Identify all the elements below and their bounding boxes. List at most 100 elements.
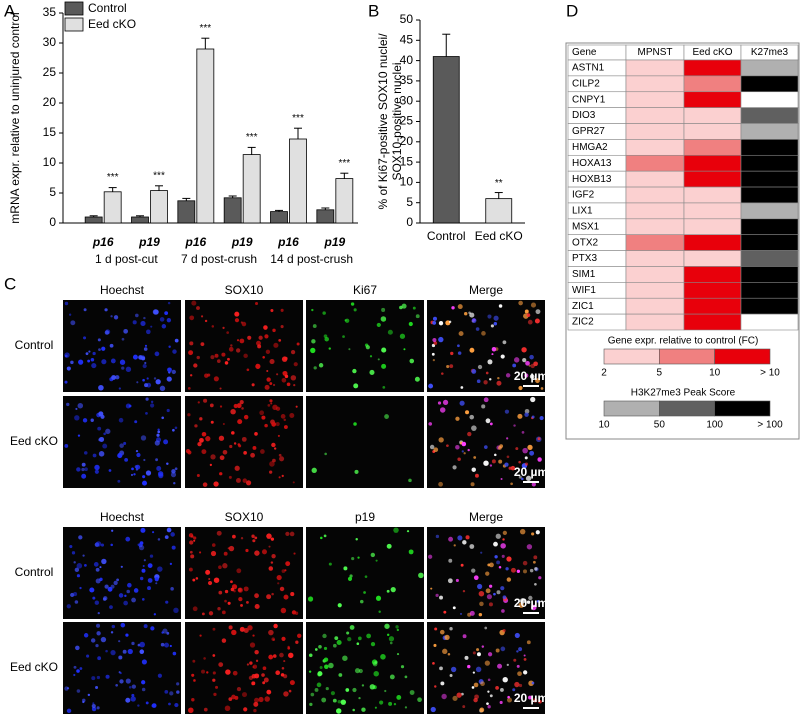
nucleus xyxy=(236,403,242,409)
nucleus xyxy=(334,636,339,641)
nucleus xyxy=(251,534,255,538)
nucleus xyxy=(230,587,235,592)
nucleus xyxy=(272,654,277,658)
nucleus xyxy=(534,318,540,324)
y-tick-label: 20 xyxy=(400,134,414,148)
nucleus xyxy=(157,428,160,431)
nucleus xyxy=(502,340,507,345)
nucleus xyxy=(96,631,101,636)
nucleus xyxy=(261,415,266,420)
nucleus xyxy=(130,696,136,702)
nucleus xyxy=(316,682,322,688)
nucleus xyxy=(162,628,168,634)
nucleus xyxy=(522,357,527,363)
nucleus xyxy=(386,589,390,593)
nucleus xyxy=(278,453,282,457)
y-axis-label: mRNA expr. relative to uninjured control xyxy=(8,12,22,223)
nucleus xyxy=(125,633,129,637)
nucleus xyxy=(73,665,77,669)
nucleus xyxy=(471,467,476,472)
nucleus xyxy=(500,586,505,591)
y-tick-label: 40 xyxy=(400,53,414,67)
nucleus xyxy=(265,349,271,354)
nucleus xyxy=(199,634,202,637)
nucleus xyxy=(254,550,260,556)
nucleus xyxy=(269,399,273,403)
nucleus xyxy=(91,362,97,369)
nucleus xyxy=(222,422,225,425)
nucleus xyxy=(189,550,193,554)
nucleus xyxy=(279,652,284,658)
nucleus xyxy=(475,666,482,673)
micrograph xyxy=(306,300,424,392)
x-tick-label: Eed cKO xyxy=(475,229,523,243)
nucleus xyxy=(536,600,540,603)
nucleus xyxy=(224,589,229,594)
nucleus xyxy=(196,355,200,360)
nucleus xyxy=(167,301,171,305)
nucleus xyxy=(296,342,300,346)
nucleus xyxy=(197,441,202,447)
nucleus xyxy=(142,480,148,486)
nucleus xyxy=(534,567,538,571)
nucleus xyxy=(364,575,368,578)
nucleus xyxy=(147,563,153,569)
nucleus xyxy=(150,626,155,631)
nucleus xyxy=(240,537,244,540)
nucleus xyxy=(481,404,486,409)
nucleus xyxy=(310,347,316,354)
nucleus xyxy=(435,593,439,598)
nucleus xyxy=(439,407,446,413)
nucleus xyxy=(258,696,264,703)
nucleus xyxy=(529,374,535,379)
nucleus xyxy=(153,613,157,616)
nucleus xyxy=(455,445,460,450)
gene-name: CNPY1 xyxy=(572,94,606,105)
nucleus xyxy=(489,378,492,381)
nucleus xyxy=(501,609,505,613)
nucleus xyxy=(258,335,263,340)
nucleus xyxy=(531,681,535,685)
heatmap-cell xyxy=(625,123,685,140)
nucleus xyxy=(252,665,255,669)
nucleus xyxy=(82,698,86,703)
nucleus xyxy=(122,649,127,654)
nucleus xyxy=(532,560,536,564)
nucleus xyxy=(200,315,204,318)
panel-label: D xyxy=(566,1,578,20)
nucleus xyxy=(487,705,491,709)
nucleus xyxy=(493,541,498,547)
nucleus xyxy=(255,363,259,367)
nucleus xyxy=(457,344,460,348)
nucleus xyxy=(380,654,386,660)
nucleus xyxy=(412,306,416,310)
nucleus xyxy=(439,595,443,600)
nucleus xyxy=(169,644,172,648)
nucleus xyxy=(121,366,125,370)
nucleus xyxy=(280,414,286,419)
nucleus xyxy=(428,383,434,389)
error-bar xyxy=(494,192,503,199)
nucleus xyxy=(311,308,314,312)
nucleus xyxy=(524,462,529,466)
nucleus xyxy=(172,651,177,656)
nucleus xyxy=(293,362,298,367)
nucleus xyxy=(504,409,510,414)
micrograph xyxy=(63,527,181,619)
nucleus xyxy=(263,325,268,330)
scale-bar-label: 20 µm xyxy=(514,691,548,705)
nucleus xyxy=(522,560,528,566)
nucleus xyxy=(462,589,466,593)
nucleus xyxy=(284,374,289,379)
nucleus xyxy=(102,597,107,601)
nucleus xyxy=(295,640,299,644)
x-tick-label: p16 xyxy=(184,235,206,249)
nucleus xyxy=(271,592,274,596)
nucleus xyxy=(519,528,526,535)
nucleus xyxy=(535,309,541,315)
nucleus xyxy=(361,707,366,712)
nucleus xyxy=(173,607,179,614)
nucleus xyxy=(189,540,194,545)
nucleus xyxy=(472,671,475,674)
